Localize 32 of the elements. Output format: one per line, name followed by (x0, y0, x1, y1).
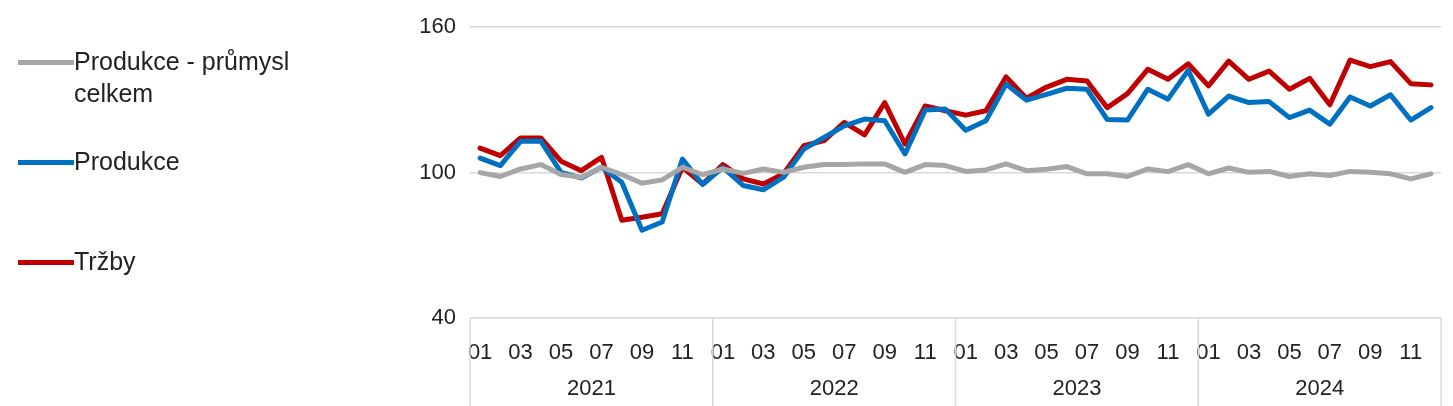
text: 2022 (809, 375, 859, 401)
x-tick-label: 11 (913, 339, 937, 365)
x-tick-label: 03 (751, 339, 776, 365)
x-tick-label: 01 (467, 339, 493, 365)
x-tick-label: 03 (993, 339, 1019, 365)
x-tick-label: 11 (671, 339, 694, 365)
legend-label: Produkce - průmysl celkem (74, 46, 291, 109)
x-tick-label: 05 (1034, 339, 1059, 365)
x-tick-label: 09 (1115, 339, 1140, 365)
x-tick-label: 09 (872, 339, 897, 365)
y-tick-label: 100 (419, 158, 456, 184)
legend-label: Tržby (74, 246, 137, 277)
text: 2023 (1052, 375, 1102, 401)
x-tick-label: 01 (710, 339, 736, 365)
text: 2024 (1295, 375, 1345, 401)
x-tick-label: 11 (1399, 339, 1423, 365)
x-tick-label: 05 (791, 339, 817, 365)
y-tick-label: 40 (431, 304, 456, 330)
x-tick-label: 03 (1236, 339, 1262, 365)
x-tick-label: 09 (1358, 339, 1383, 365)
x-tick-label: 07 (832, 339, 857, 365)
y-tick-label: 160 (419, 13, 456, 39)
x-tick-label: 05 (548, 339, 574, 365)
x-tick-label: 05 (1277, 339, 1302, 365)
x-tick-label: 03 (508, 339, 533, 365)
x-tick-label: 09 (629, 339, 655, 365)
text: 2021 (566, 375, 616, 401)
x-tick-label: 07 (589, 339, 614, 365)
x-tick-label: 07 (1074, 339, 1100, 365)
x-tick-label: 07 (1317, 339, 1343, 365)
x-tick-label: 11 (1156, 339, 1180, 365)
legend-label: Produkce (74, 146, 181, 177)
